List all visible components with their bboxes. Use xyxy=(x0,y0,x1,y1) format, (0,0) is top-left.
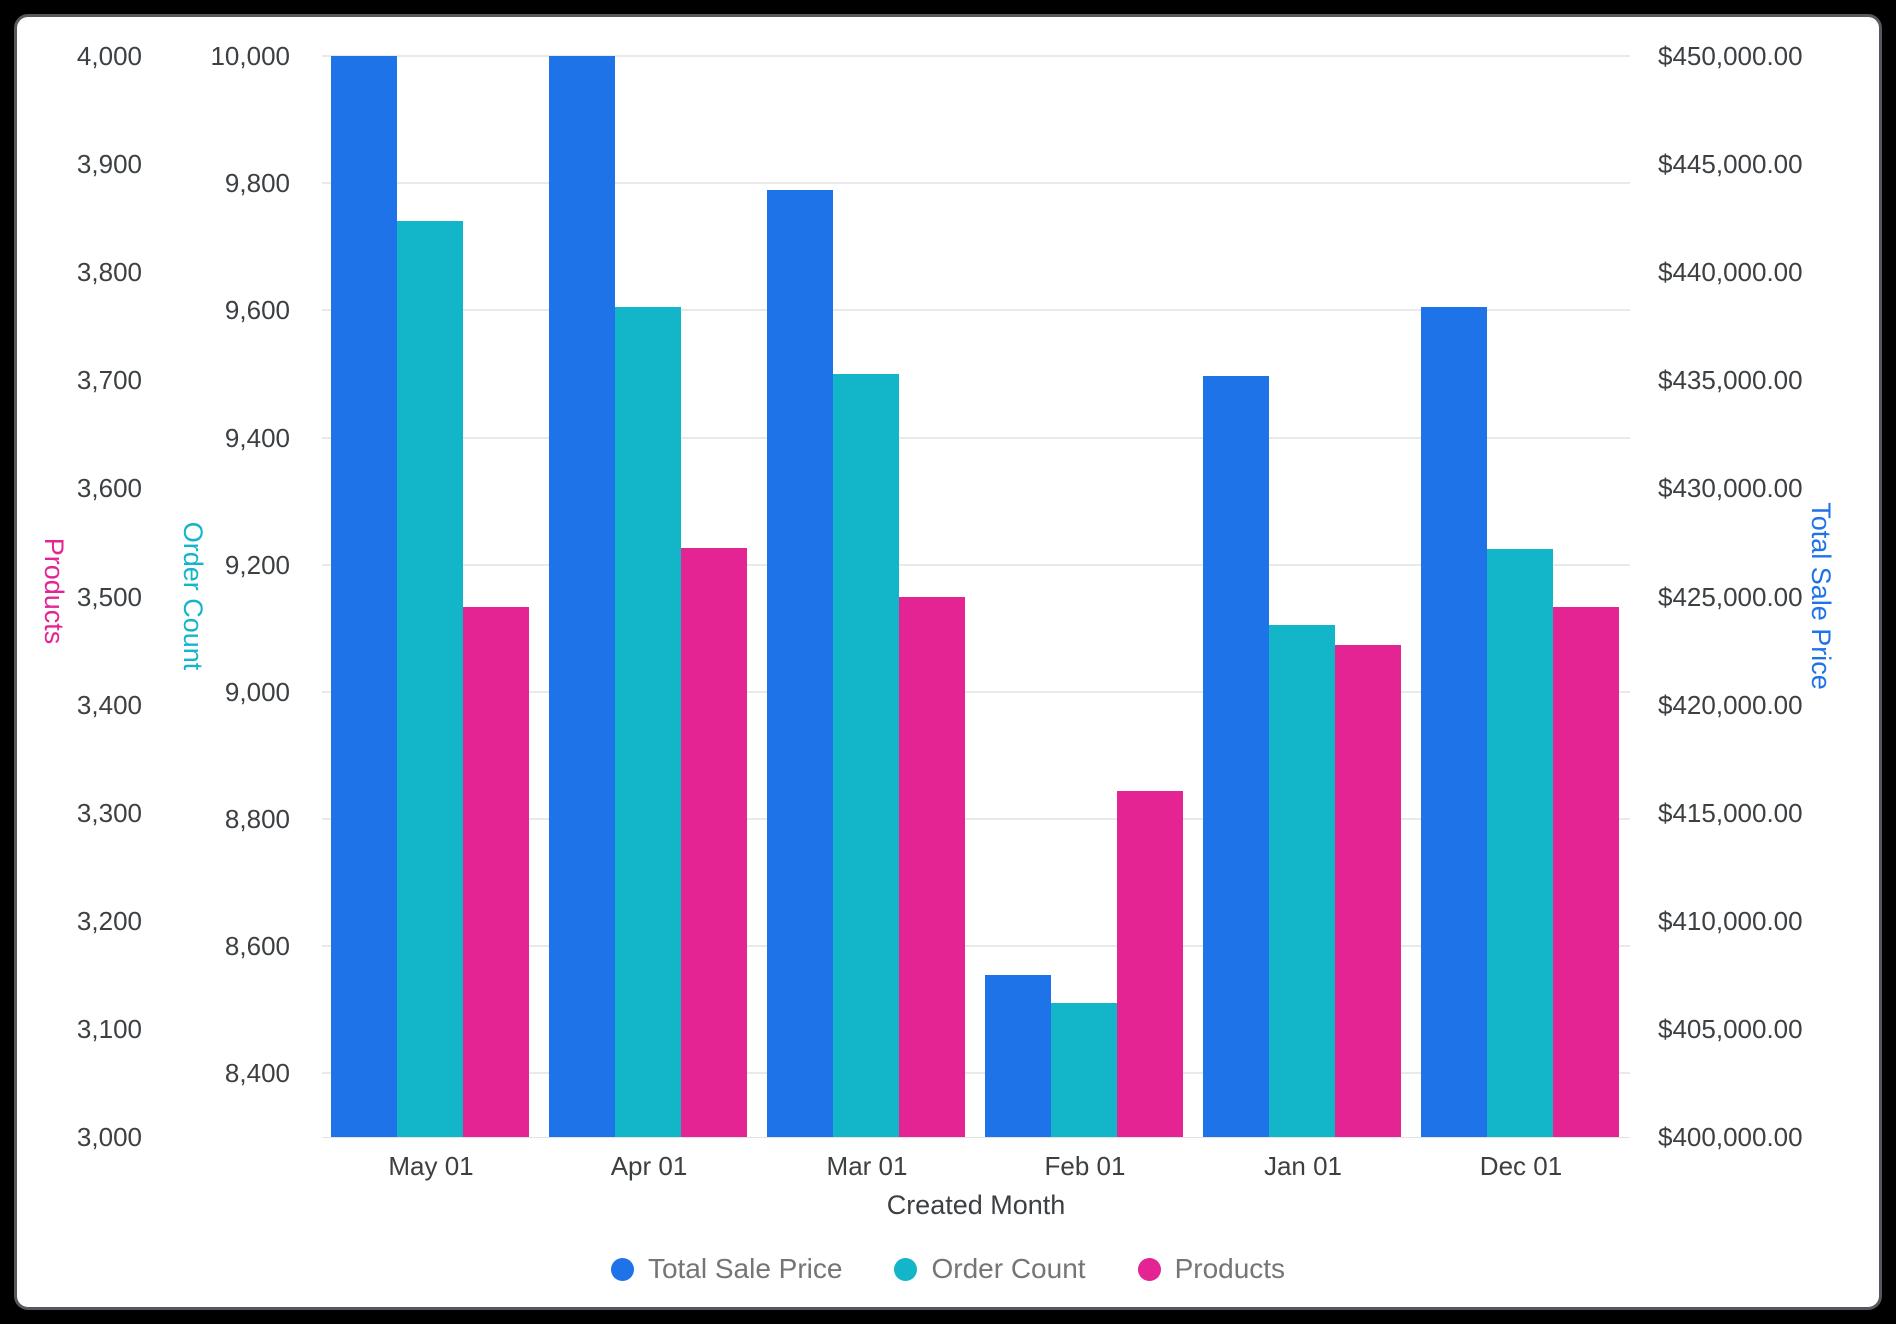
x-tick-may-01: May 01 xyxy=(388,1151,474,1181)
tick-total-sale-price--405-000-00: $405,000.00 xyxy=(1658,1013,1803,1044)
x-tick-mar-01: Mar 01 xyxy=(826,1151,908,1181)
legend-item-order-count[interactable]: Order Count xyxy=(894,1253,1086,1285)
tick-order-count-8-800: 8,800 xyxy=(224,804,290,835)
chart-legend: Total Sale Price Order Count Products xyxy=(17,1253,1879,1285)
gridline-order-9,400 xyxy=(322,436,1630,439)
tick-products-3-300: 3,300 xyxy=(76,797,142,828)
bar-products-apr-01[interactable] xyxy=(681,547,747,1137)
bar-products-mar-01[interactable] xyxy=(899,596,965,1137)
bar-total-sale-price-mar-01[interactable] xyxy=(767,190,833,1137)
tick-products-3-700: 3,700 xyxy=(76,365,142,396)
tick-total-sale-price--445-000-00: $445,000.00 xyxy=(1658,149,1803,180)
tick-order-count-9-600: 9,600 xyxy=(224,295,290,326)
bar-products-dec-01[interactable] xyxy=(1553,607,1619,1137)
gridline-order-9,200 xyxy=(322,563,1630,566)
tick-products-3-800: 3,800 xyxy=(76,257,142,288)
tick-order-count-9-800: 9,800 xyxy=(224,168,290,199)
tick-order-count-9-200: 9,200 xyxy=(224,549,290,580)
tick-total-sale-price--440-000-00: $440,000.00 xyxy=(1658,257,1803,288)
y-axis-title-order-count: Order Count xyxy=(178,521,208,671)
y-axis-title-products: Products xyxy=(39,537,69,645)
tick-order-count-8-600: 8,600 xyxy=(224,931,290,962)
tick-products-4-000: 4,000 xyxy=(76,41,142,71)
bar-products-feb-01[interactable] xyxy=(1117,791,1183,1137)
bar-order-count-feb-01[interactable] xyxy=(1051,1003,1117,1137)
legend-dot-order-count xyxy=(894,1257,918,1281)
tick-total-sale-price--420-000-00: $420,000.00 xyxy=(1658,689,1803,720)
gridline-order-10,000 xyxy=(322,55,1630,57)
gridline-order-8,400 xyxy=(322,1072,1630,1075)
bar-total-sale-price-dec-01[interactable] xyxy=(1421,306,1487,1137)
tick-products-3-500: 3,500 xyxy=(76,581,142,612)
gridline-order-8,800 xyxy=(322,818,1630,821)
bar-total-sale-price-feb-01[interactable] xyxy=(985,974,1051,1137)
tick-total-sale-price--450-000-00: $450,000.00 xyxy=(1658,41,1803,71)
legend-item-products[interactable]: Products xyxy=(1137,1253,1286,1285)
bar-order-count-jan-01[interactable] xyxy=(1269,625,1335,1137)
bar-order-count-dec-01[interactable] xyxy=(1487,548,1553,1137)
bar-total-sale-price-jan-01[interactable] xyxy=(1203,375,1269,1137)
x-tick-dec-01: Dec 01 xyxy=(1479,1151,1563,1181)
tick-total-sale-price--415-000-00: $415,000.00 xyxy=(1658,797,1803,828)
tick-products-3-600: 3,600 xyxy=(76,473,142,504)
tick-products-3-900: 3,900 xyxy=(76,149,142,180)
tick-products-3-400: 3,400 xyxy=(76,689,142,720)
bar-total-sale-price-apr-01[interactable] xyxy=(549,56,615,1137)
gridline-order-9,000 xyxy=(322,690,1630,693)
tick-order-count-8-400: 8,400 xyxy=(224,1058,290,1089)
bar-order-count-may-01[interactable] xyxy=(397,221,463,1137)
legend-label-order-count: Order Count xyxy=(931,1253,1086,1284)
gridline-order-8,600 xyxy=(322,945,1630,948)
tick-order-count-9-000: 9,000 xyxy=(224,676,290,707)
plot-baseline xyxy=(322,1137,1630,1138)
gridline-order-9,800 xyxy=(322,182,1630,185)
y-axis-title-total-sale-price: Total Sale Price xyxy=(1806,502,1836,690)
legend-item-total-sale-price[interactable]: Total Sale Price xyxy=(610,1253,843,1285)
tick-order-count-10-000: 10,000 xyxy=(210,41,290,71)
tick-total-sale-price--435-000-00: $435,000.00 xyxy=(1658,365,1803,396)
tick-total-sale-price--400-000-00: $400,000.00 xyxy=(1658,1122,1803,1152)
bar-total-sale-price-may-01[interactable] xyxy=(331,56,397,1137)
tick-products-3-100: 3,100 xyxy=(76,1013,142,1044)
tick-total-sale-price--430-000-00: $430,000.00 xyxy=(1658,473,1803,504)
legend-dot-total-sale-price xyxy=(610,1257,634,1281)
tick-order-count-9-400: 9,400 xyxy=(224,422,290,453)
legend-label-total-sale-price: Total Sale Price xyxy=(647,1253,843,1284)
tick-products-3-000: 3,000 xyxy=(76,1122,142,1152)
x-axis-title: Created Month xyxy=(886,1190,1066,1220)
gridline-order-9,600 xyxy=(322,309,1630,312)
tick-products-3-200: 3,200 xyxy=(76,905,142,936)
tick-total-sale-price--410-000-00: $410,000.00 xyxy=(1658,905,1803,936)
legend-dot-products xyxy=(1137,1257,1161,1281)
x-tick-feb-01: Feb 01 xyxy=(1044,1151,1126,1181)
bar-order-count-mar-01[interactable] xyxy=(833,373,899,1137)
legend-label-products: Products xyxy=(1174,1253,1286,1284)
bar-order-count-apr-01[interactable] xyxy=(615,307,681,1137)
tick-total-sale-price--425-000-00: $425,000.00 xyxy=(1658,581,1803,612)
x-tick-apr-01: Apr 01 xyxy=(610,1151,688,1181)
bar-products-jan-01[interactable] xyxy=(1335,645,1401,1137)
x-tick-jan-01: Jan 01 xyxy=(1263,1151,1343,1181)
bar-products-may-01[interactable] xyxy=(463,607,529,1137)
